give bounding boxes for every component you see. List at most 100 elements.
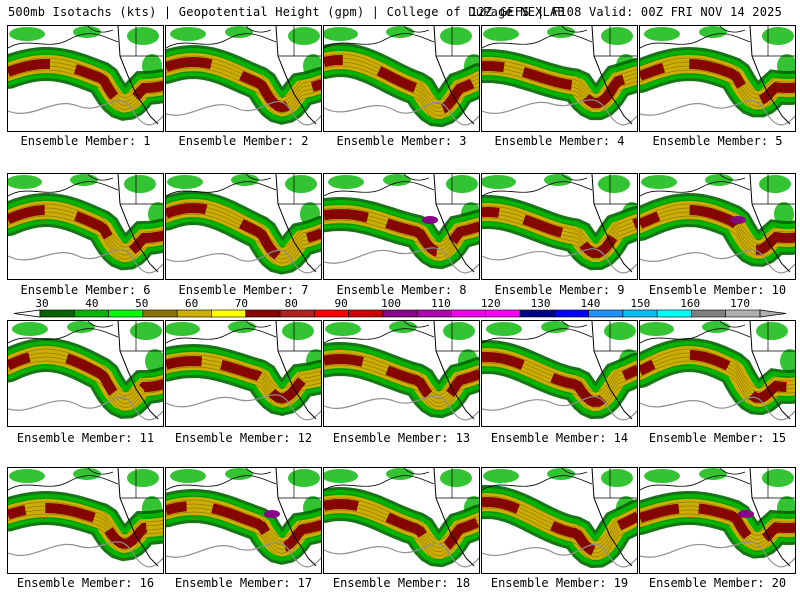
jet-stream-map: [482, 321, 637, 421]
jet-stream-map: [482, 26, 637, 126]
colorbar-swatch: [485, 309, 521, 318]
colorbar-tick-label: 120: [480, 297, 501, 310]
model-run-valid-time: 12Z GEFS | F108 Valid: 00Z FRI NOV 14 20…: [470, 5, 782, 19]
geopotential-height-contour: [8, 396, 163, 421]
colorbar-tick-label: 30: [35, 297, 49, 310]
ensemble-member-panel: [323, 320, 480, 427]
jet-stream-map: [166, 321, 321, 421]
arctic-wind-patches: [641, 174, 794, 226]
ensemble-member-label: Ensemble Member: 20: [648, 576, 787, 590]
geopotential-height-contour: [482, 543, 637, 568]
jet-stream-map: [8, 321, 163, 421]
ensemble-member-panel: [7, 25, 164, 132]
ensemble-member-panel: [639, 467, 796, 574]
arctic-wind-patches: [167, 174, 320, 226]
ensemble-member-panel: [323, 25, 480, 132]
colorbar-swatch: [142, 309, 178, 318]
jet-stream-map: [324, 468, 479, 568]
colorbar-swatch: [348, 309, 384, 318]
jet-stream-bands: [8, 193, 163, 271]
jet-stream-map: [166, 468, 321, 568]
jet-stream-map: [324, 26, 479, 128]
ensemble-member-label: Ensemble Member: 16: [16, 576, 155, 590]
colorbar-tick-label: 60: [184, 297, 199, 310]
ensemble-member-label: Ensemble Member: 3: [336, 134, 467, 148]
colorbar-swatch: [622, 309, 658, 318]
ensemble-member-panel: [481, 467, 638, 574]
jet-stream-bands: [8, 491, 163, 562]
jet-stream-bands: [166, 44, 321, 125]
ensemble-member-label: Ensemble Member: 17: [174, 576, 313, 590]
jet-stream-map: [8, 174, 163, 274]
ensemble-member-label: Ensemble Member: 10: [648, 283, 787, 297]
colorbar-swatch: [691, 309, 727, 318]
colorbar-swatch: [416, 309, 452, 318]
colorbar-swatch: [313, 309, 349, 318]
ensemble-member-label: Ensemble Member: 7: [178, 283, 309, 297]
jet-stream-bands: [640, 46, 795, 118]
geopotential-height-contour: [640, 396, 795, 421]
colorbar-swatch: [245, 309, 281, 318]
jet-stream-map: [640, 26, 795, 126]
ensemble-member-panel: [165, 173, 322, 280]
jet-stream-bands: [166, 343, 321, 416]
ensemble-member-panel: [481, 173, 638, 280]
coastline-outline: [640, 321, 795, 420]
colorbar-swatch: [519, 309, 555, 318]
coastline-outline: [8, 321, 163, 420]
ensemble-member-panel: [481, 25, 638, 132]
colorbar-swatch: [451, 309, 487, 318]
coastline-outline: [640, 174, 795, 273]
colorbar-swatch: [588, 309, 624, 318]
geopotential-height-contour: [166, 542, 321, 568]
coastline-outline: [8, 468, 163, 567]
ensemble-member-label: Ensemble Member: 8: [336, 283, 467, 297]
ensemble-member-label: Ensemble Member: 4: [494, 134, 625, 148]
coastline-outline: [166, 174, 321, 273]
colorbar-swatch: [656, 309, 692, 318]
colorbar-tick-label: 40: [85, 297, 99, 310]
colorbar-swatch: [211, 309, 247, 318]
coastline-outline: [324, 321, 479, 420]
coastline-outline: [482, 26, 637, 125]
jet-stream-map: [8, 468, 163, 568]
geopotential-height-contour: [8, 249, 163, 274]
ensemble-member-label: Ensemble Member: 11: [16, 431, 155, 445]
jet-stream-bands: [640, 192, 795, 267]
geopotential-height-contour: [482, 396, 637, 421]
ensemble-member-label: Ensemble Member: 5: [652, 134, 783, 148]
jet-stream-bands: [324, 196, 479, 270]
ensemble-member-panel: [639, 320, 796, 427]
ensemble-member-label: Ensemble Member: 19: [490, 576, 629, 590]
colorbar-swatch: [553, 309, 589, 318]
ensemble-member-panel: [165, 25, 322, 132]
coastline-outline: [482, 174, 637, 273]
ensemble-member-panel: [481, 320, 638, 427]
colorbar-swatch: [382, 309, 418, 318]
coastline-outline: [482, 468, 637, 567]
jet-stream-bands: [166, 488, 321, 565]
geopotential-height-contour: [482, 248, 637, 274]
jet-stream-map: [640, 174, 795, 274]
colorbar-swatch: [176, 309, 212, 318]
jet-stream-map: [166, 26, 321, 126]
jet-stream-bands: [640, 337, 795, 416]
coastline-outline: [324, 26, 479, 125]
colorbar-tick-label: 90: [334, 297, 348, 310]
colorbar-tick-label: 160: [680, 297, 701, 310]
coastline-outline: [8, 174, 163, 273]
colorbar-left-arrow: [13, 309, 41, 318]
geopotential-height-contour: [166, 249, 321, 274]
ensemble-member-panel: [165, 467, 322, 574]
geopotential-height-contour: [166, 101, 321, 126]
ensemble-member-label: Ensemble Member: 9: [494, 283, 625, 297]
ensemble-member-label: Ensemble Member: 6: [20, 283, 151, 297]
jet-stream-map: [482, 468, 637, 569]
jet-stream-map: [8, 26, 163, 126]
geopotential-height-contour: [324, 247, 479, 274]
colorbar-right-arrow: [759, 309, 787, 318]
geopotential-height-contour: [8, 541, 163, 568]
ensemble-member-label: Ensemble Member: 13: [332, 431, 471, 445]
geopotential-height-contour: [166, 394, 321, 421]
ensemble-member-label: Ensemble Member: 14: [490, 431, 629, 445]
